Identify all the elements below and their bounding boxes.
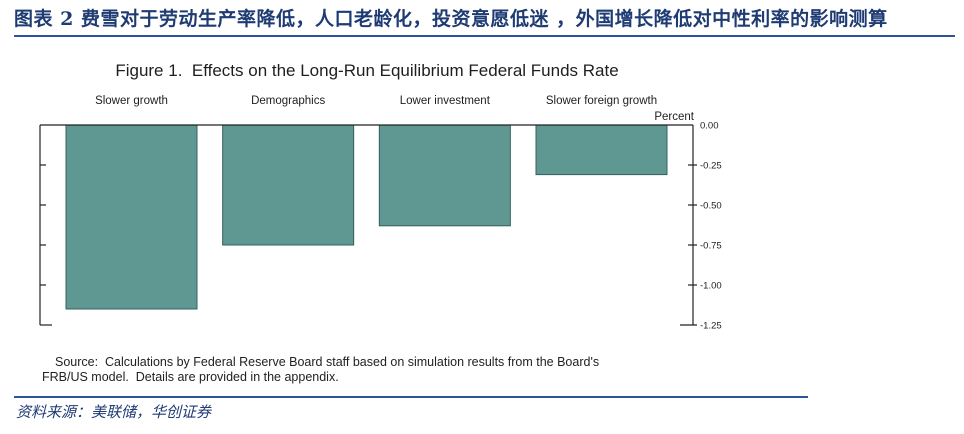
category-label: Slower foreign growth: [546, 95, 657, 107]
header-divider: [14, 35, 955, 37]
y-tick-label: -0.25: [700, 161, 722, 172]
bar-3: [535, 124, 668, 176]
data-source-footer: 资料来源：美联储，华创证券: [16, 405, 212, 421]
category-label: Demographics: [251, 95, 325, 107]
y-tick-label: 0.00: [700, 121, 719, 132]
bar-0: [65, 124, 198, 310]
figure-caption-title: 图表 2 费雪对于劳动生产率降低，人口老龄化，投资意愿低迷 ，外国增长降低对中性…: [14, 8, 888, 30]
y-tick-label: -1.00: [700, 281, 722, 292]
bar-2: [378, 124, 511, 227]
footer-divider: [14, 396, 808, 398]
category-labels: Slower growth Demographics Lower investmen…: [95, 95, 657, 107]
y-axis-ticks: 0.00 -0.25 -0.50 -0.75 -1.00 -1.25: [40, 121, 722, 332]
bar-1: [222, 124, 355, 246]
source-note-line-2: FRB/US model. Details are provided in th…: [42, 370, 339, 384]
bars: [65, 124, 668, 310]
y-tick-label: -1.25: [700, 321, 722, 332]
category-label: Slower growth: [95, 95, 168, 107]
bar-chart: Figure 1. Effects on the Long-Run Equili…: [39, 61, 722, 332]
chart-title: Figure 1. Effects on the Long-Run Equili…: [115, 61, 618, 80]
y-tick-label: -0.50: [700, 201, 722, 212]
category-label: Lower investment: [400, 95, 491, 107]
y-axis-unit-label: Percent: [654, 111, 694, 123]
source-note-line-1: Source: Calculations by Federal Reserve …: [55, 355, 600, 369]
y-tick-label: -0.75: [700, 241, 722, 252]
